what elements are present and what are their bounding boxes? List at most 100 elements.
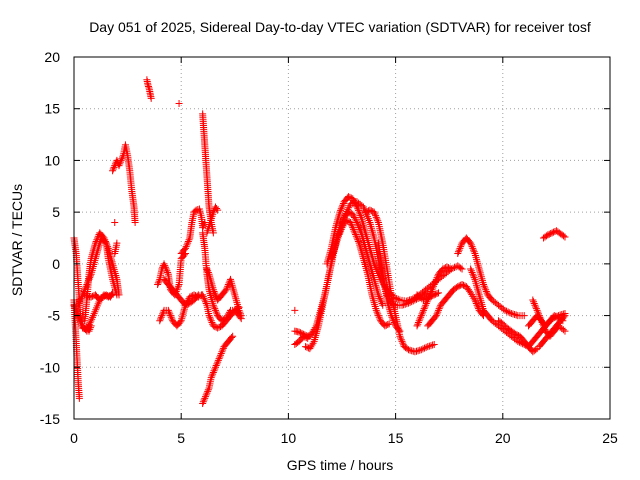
data-point bbox=[100, 291, 108, 299]
data-point bbox=[472, 298, 480, 306]
data-point bbox=[548, 229, 556, 237]
data-point bbox=[183, 241, 191, 249]
series-tr09 bbox=[111, 218, 119, 226]
data-point bbox=[212, 363, 220, 371]
data-point bbox=[417, 312, 425, 320]
data-point bbox=[369, 293, 377, 301]
data-point bbox=[372, 212, 380, 220]
data-point bbox=[430, 281, 438, 289]
data-point bbox=[433, 310, 441, 318]
data-point bbox=[475, 263, 483, 271]
data-point bbox=[371, 277, 379, 285]
y-tick-label: -5 bbox=[48, 308, 61, 324]
data-point bbox=[223, 284, 231, 292]
x-tick-label: 25 bbox=[602, 430, 618, 446]
grid-lines bbox=[74, 57, 610, 419]
data-point bbox=[192, 206, 200, 214]
data-point bbox=[147, 94, 155, 102]
series-tr40 bbox=[540, 227, 569, 242]
data-point bbox=[411, 296, 419, 304]
data-point bbox=[110, 163, 118, 171]
data-point bbox=[426, 291, 434, 299]
data-point bbox=[366, 206, 374, 214]
series-tr14 bbox=[160, 275, 202, 309]
data-point bbox=[532, 305, 540, 313]
data-point bbox=[370, 297, 378, 305]
data-point bbox=[419, 308, 427, 316]
data-point bbox=[401, 300, 409, 308]
data-point bbox=[337, 205, 345, 213]
data-point bbox=[467, 267, 475, 275]
data-point bbox=[213, 360, 221, 368]
data-point bbox=[472, 279, 480, 287]
data-point bbox=[161, 262, 169, 270]
data-point bbox=[414, 318, 422, 326]
data-point bbox=[457, 243, 465, 251]
data-point bbox=[205, 312, 213, 320]
data-point bbox=[348, 222, 356, 230]
data-point bbox=[350, 212, 358, 220]
data-point bbox=[167, 313, 175, 321]
data-point bbox=[529, 296, 537, 304]
data-point bbox=[434, 272, 442, 280]
data-point bbox=[389, 315, 397, 323]
data-point bbox=[429, 341, 437, 349]
data-point bbox=[211, 305, 219, 313]
data-point bbox=[351, 198, 359, 206]
data-point bbox=[533, 306, 541, 314]
data-point bbox=[357, 212, 365, 220]
data-point bbox=[466, 238, 474, 246]
data-point bbox=[109, 167, 117, 175]
data-point bbox=[217, 351, 225, 359]
data-point bbox=[339, 200, 347, 208]
data-point bbox=[87, 322, 95, 330]
data-point bbox=[93, 236, 101, 244]
data-point bbox=[473, 283, 481, 291]
data-point bbox=[376, 294, 384, 302]
data-point bbox=[193, 292, 201, 300]
data-point bbox=[458, 281, 466, 289]
data-point bbox=[212, 362, 220, 370]
data-point bbox=[369, 228, 377, 236]
data-point bbox=[213, 205, 221, 213]
data-point bbox=[469, 244, 477, 252]
data-point bbox=[209, 208, 217, 216]
data-point bbox=[338, 203, 346, 211]
data-point bbox=[474, 259, 482, 267]
data-point bbox=[387, 312, 395, 320]
series-tr39 bbox=[535, 312, 569, 351]
data-point bbox=[86, 324, 94, 332]
data-point bbox=[375, 313, 383, 321]
x-tick-labels: 0 5 10 15 20 25 bbox=[70, 430, 618, 446]
data-point bbox=[469, 270, 477, 278]
data-point bbox=[71, 303, 79, 311]
data-point bbox=[475, 265, 483, 273]
data-point bbox=[336, 208, 344, 216]
data-point bbox=[309, 339, 317, 347]
data-point bbox=[78, 293, 86, 301]
data-point bbox=[474, 287, 482, 295]
data-point bbox=[199, 291, 207, 299]
data-point bbox=[420, 305, 428, 313]
data-point bbox=[228, 334, 236, 342]
data-point bbox=[82, 291, 90, 299]
data-point bbox=[408, 347, 416, 355]
data-point bbox=[530, 298, 538, 306]
data-point bbox=[537, 315, 545, 323]
data-point bbox=[165, 308, 173, 316]
series-tr38 bbox=[529, 296, 567, 330]
data-point bbox=[306, 345, 314, 353]
series-tr08 bbox=[111, 239, 121, 258]
data-point bbox=[209, 322, 217, 330]
data-point bbox=[203, 265, 211, 273]
data-point bbox=[421, 344, 429, 352]
data-point bbox=[85, 327, 93, 335]
data-point bbox=[404, 299, 412, 307]
data-point bbox=[393, 295, 401, 303]
data-point bbox=[230, 287, 238, 295]
data-point bbox=[389, 317, 397, 325]
y-tick-label: 20 bbox=[44, 49, 60, 65]
data-point bbox=[513, 331, 521, 339]
data-point bbox=[419, 345, 427, 353]
data-point bbox=[166, 312, 174, 320]
